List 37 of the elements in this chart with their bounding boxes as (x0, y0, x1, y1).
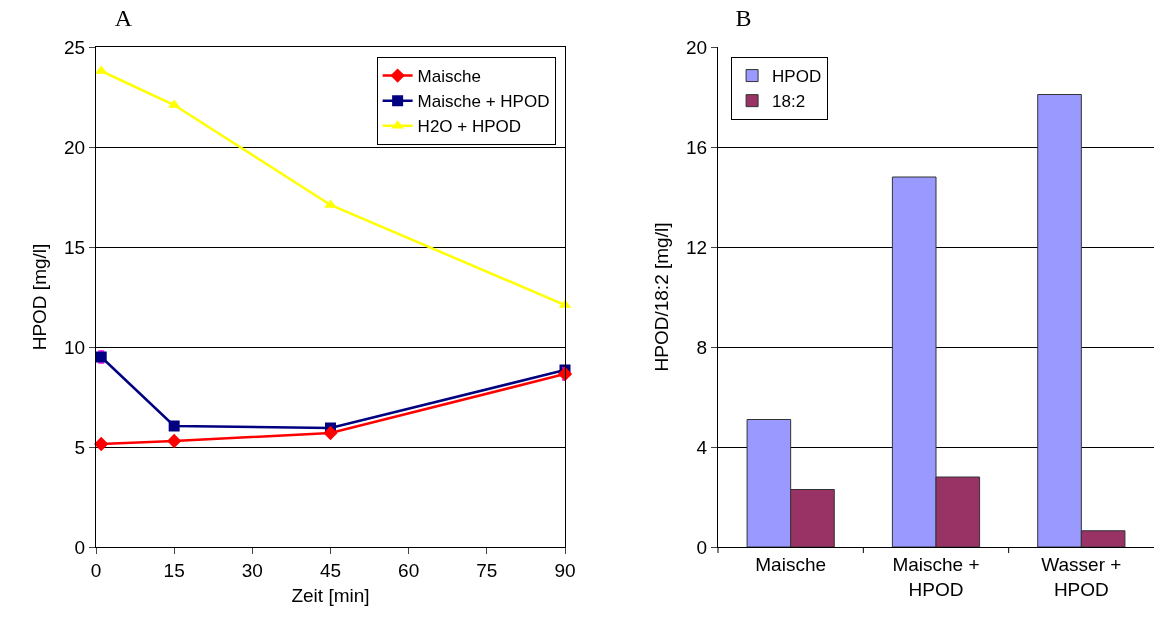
point (167, 433, 182, 449)
y-tick-label: 8 (696, 336, 708, 358)
y-tick-label: 12 (686, 236, 708, 258)
legend-label: HPOD (772, 67, 822, 87)
point (168, 420, 180, 432)
y-axis-title: HPOD/18:2 [mg/l] (650, 222, 672, 372)
x-tick-label: 45 (319, 559, 342, 581)
chart-title: B (735, 5, 752, 32)
y-tick-label: 16 (686, 136, 708, 158)
x-tick-label: 30 (241, 559, 263, 581)
legend-label: 18:2 (772, 92, 806, 112)
legend-label: Maische + HPOD (417, 92, 550, 112)
x-axis-title: Zeit [min] (291, 584, 370, 606)
point (557, 366, 573, 382)
point (94, 436, 109, 452)
legend-label: H2O + HPOD (417, 117, 522, 137)
y-tick-label: 25 (64, 36, 86, 58)
chart-title: A (114, 5, 133, 32)
legend-label: Maische (417, 67, 481, 87)
x-tick-label: Maische + HPOD (892, 553, 980, 600)
x-tick-label: 15 (163, 559, 185, 581)
x-tick-label: 60 (398, 559, 420, 581)
y-tick-label: 20 (686, 36, 708, 58)
y-tick-label: 15 (64, 236, 86, 258)
y-tick-label: 5 (74, 436, 86, 458)
x-tick-label: 90 (554, 559, 576, 581)
x-tick-label: Maische (755, 553, 827, 575)
y-tick-label: 10 (64, 336, 86, 358)
y-tick-label: 4 (696, 436, 708, 458)
point (323, 425, 338, 441)
y-tick-label: 0 (74, 536, 86, 558)
x-tick-label: 75 (476, 559, 498, 581)
y-tick-label: 0 (696, 536, 708, 558)
x-tick-label: 0 (90, 559, 102, 581)
y-tick-label: 20 (64, 136, 86, 158)
x-tick-label: Wasser + HPOD (1041, 553, 1122, 600)
y-axis-title: HPOD [mg/l] (28, 243, 50, 351)
